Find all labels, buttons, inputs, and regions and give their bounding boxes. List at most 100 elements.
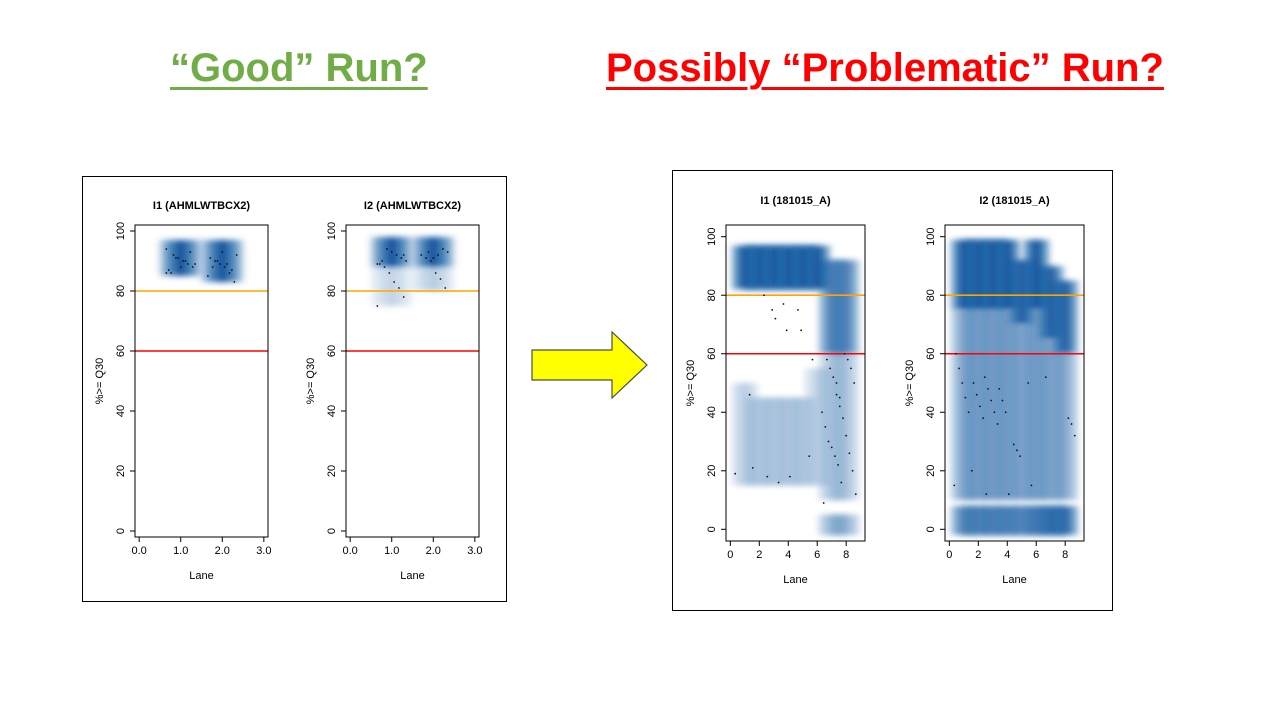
data-point — [961, 382, 964, 384]
data-point — [191, 266, 194, 268]
data-point — [832, 376, 835, 379]
data-point — [979, 405, 981, 408]
data-point — [848, 452, 851, 455]
data-point — [405, 260, 408, 262]
x-tick-label: 0 — [727, 549, 733, 561]
data-point — [833, 455, 836, 458]
data-point — [843, 352, 846, 355]
y-tick-label: 40 — [706, 406, 718, 418]
y-tick-label: 60 — [925, 348, 937, 360]
data-point — [216, 260, 219, 262]
chart-title: I2 (181015_A) — [979, 195, 1050, 207]
x-axis-label: Lane — [783, 574, 807, 586]
y-tick-label: 80 — [115, 285, 127, 297]
data-point — [427, 251, 430, 253]
data-point — [824, 425, 827, 428]
x-tick-label: 2.0 — [215, 545, 230, 557]
density-band — [1049, 280, 1082, 354]
data-point — [400, 257, 403, 259]
data-point — [398, 287, 400, 289]
problematic-run-figure: 0 20 40 60 80 100 0 2 4 6 8 I1 (181015_A) Lane %>= Q3… — [672, 170, 1113, 611]
data-point — [985, 493, 988, 496]
chart-title: I2 (AHMLWTBCX2) — [364, 200, 462, 212]
data-point — [766, 475, 769, 478]
y-axis-label: %>= Q30 — [94, 358, 106, 404]
data-point — [432, 257, 435, 259]
y-tick-label: 60 — [115, 345, 127, 357]
data-point — [189, 251, 192, 253]
data-point — [975, 393, 978, 396]
data-point — [782, 303, 785, 305]
data-point — [393, 281, 396, 283]
data-point — [187, 263, 189, 265]
data-point — [177, 257, 180, 259]
density-band — [830, 514, 863, 536]
x-tick-label: 4 — [1004, 549, 1010, 561]
data-point — [1004, 411, 1007, 414]
data-point — [800, 329, 803, 332]
data-point — [797, 308, 799, 311]
data-point — [954, 352, 957, 355]
problematic-run-heading: Possibly “Problematic” Run? — [606, 46, 1164, 90]
data-point — [179, 266, 182, 268]
plot-frame — [725, 224, 866, 542]
data-point — [226, 263, 228, 265]
data-point — [964, 396, 967, 399]
data-point — [228, 272, 231, 274]
y-tick-label: 60 — [706, 348, 718, 360]
x-tick-label: 2.0 — [426, 545, 441, 557]
data-point — [235, 254, 238, 256]
plot-frame — [345, 224, 480, 538]
data-point — [1007, 493, 1010, 496]
y-tick-label: 100 — [706, 228, 718, 246]
data-point — [170, 272, 173, 274]
data-point — [175, 257, 177, 259]
good-run-plots: 0 20 40 60 80 100 0.0 1.0 2.0 3.0 I1 (AHMLWTBCX2) L… — [94, 200, 482, 582]
data-point — [221, 251, 224, 253]
data-point — [825, 358, 828, 361]
y-axis-label: %>= Q30 — [305, 358, 317, 404]
data-point — [970, 469, 973, 472]
data-point — [1019, 455, 1022, 458]
data-point — [214, 260, 216, 262]
data-point — [734, 472, 737, 475]
y-tick-label: 40 — [115, 405, 127, 417]
chart-i1-good: 0 20 40 60 80 100 0.0 1.0 2.0 3.0 I1 (AHMLWTBCX2) L… — [94, 200, 271, 582]
data-point — [748, 393, 751, 396]
x-tick-label: 6 — [1033, 549, 1039, 561]
data-point — [233, 281, 236, 283]
y-tick-label: 80 — [925, 289, 937, 301]
data-point — [376, 305, 379, 307]
data-point — [827, 440, 830, 443]
density-band — [1049, 505, 1082, 536]
data-point — [774, 317, 777, 320]
data-point — [441, 248, 444, 250]
data-point — [958, 367, 960, 370]
data-point — [425, 257, 427, 259]
data-point — [437, 254, 439, 256]
data-point — [395, 254, 398, 256]
chart-i1-problematic: 0 20 40 60 80 100 0 2 4 6 8 I1 (181015_A) Lane %>= Q3… — [685, 195, 866, 586]
chart-i2-problematic: 0 20 40 60 80 100 0 2 4 6 8 I2 (181015_A) Lane %>= Q3… — [904, 195, 1085, 586]
data-point — [993, 411, 996, 414]
data-point — [771, 308, 774, 311]
x-tick-label: 1.0 — [173, 545, 188, 557]
x-tick-label: 2 — [975, 549, 981, 561]
data-point — [838, 405, 841, 408]
data-point — [854, 493, 857, 496]
data-point — [972, 382, 975, 384]
data-point — [996, 423, 999, 425]
data-point — [182, 260, 185, 262]
data-point — [434, 272, 437, 274]
y-tick-label: 40 — [925, 406, 937, 418]
x-tick-label: 8 — [1062, 549, 1068, 561]
x-tick-label: 6 — [814, 549, 820, 561]
density-band — [198, 240, 247, 282]
data-point — [785, 329, 788, 332]
y-tick-label: 100 — [326, 222, 338, 240]
plot-frame — [944, 224, 1085, 542]
y-axis-label: %>= Q30 — [685, 360, 697, 406]
density-band — [409, 267, 458, 291]
y-tick-label: 60 — [326, 345, 338, 357]
